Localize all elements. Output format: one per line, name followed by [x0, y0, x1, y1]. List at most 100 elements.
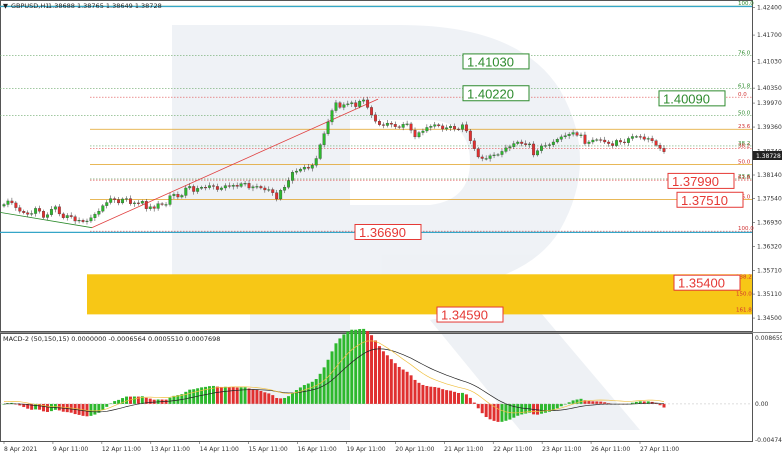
target-level-label: 1.36690 [359, 225, 406, 240]
candle [513, 144, 516, 147]
macd-bar [477, 404, 480, 408]
macd-bar [390, 359, 393, 404]
candle [220, 188, 223, 190]
time-tick-label: 26 Apr 11:00 [591, 446, 630, 453]
candle [374, 115, 377, 121]
target-level-badge: 1.40220 [463, 86, 529, 102]
candle [639, 136, 642, 137]
candle [113, 199, 116, 200]
candle [631, 136, 634, 138]
macd-bar [556, 404, 559, 408]
macd-bar [263, 392, 266, 404]
candle [449, 126, 452, 128]
fib-orange-label: 50.0 [738, 159, 751, 165]
target-level-label: 1.37990 [672, 174, 719, 189]
candle [184, 188, 187, 195]
candle [528, 144, 531, 145]
macd-bar [291, 393, 294, 404]
time-tick-label: 15 Apr 11:00 [249, 446, 288, 453]
candle [105, 203, 108, 206]
macd-bar [433, 387, 436, 404]
candle [236, 185, 239, 186]
candle [188, 186, 191, 188]
time-tick-label: 21 Apr 11:00 [444, 446, 483, 453]
candle [520, 142, 523, 144]
candle [244, 183, 247, 184]
time-tick-label: 23 Apr 11:00 [542, 446, 581, 453]
macd-bar [508, 404, 511, 420]
candle [30, 214, 33, 215]
candle [433, 125, 436, 127]
macd-bar [358, 329, 361, 404]
candle [271, 190, 274, 193]
price-tick-label: 1.35110 [757, 291, 782, 298]
time-tick-label: 16 Apr 11:00 [298, 446, 337, 453]
macd-bar [101, 404, 104, 410]
macd-bar [370, 335, 373, 404]
candle [386, 123, 389, 125]
macd-bar [465, 394, 468, 404]
candle [599, 140, 602, 141]
candle [548, 145, 551, 146]
macd-bar [378, 346, 381, 404]
candle [129, 199, 132, 204]
candle [430, 126, 433, 127]
candle [651, 138, 654, 140]
candle [323, 134, 326, 145]
candle [457, 129, 460, 130]
candle [347, 104, 350, 105]
candle [501, 151, 504, 154]
macd-bar [255, 390, 258, 404]
candle [426, 127, 429, 131]
candle [410, 124, 413, 130]
macd-bar [417, 383, 420, 404]
macd-bar [331, 351, 334, 404]
candle [422, 131, 425, 133]
candle [216, 186, 219, 189]
macd-bar [224, 387, 227, 404]
macd-bar [441, 389, 444, 404]
candle [86, 221, 89, 222]
macd-bar [149, 399, 152, 404]
target-level-label: 1.34590 [441, 308, 488, 323]
fib-green-label: 61.8 [738, 83, 751, 89]
macd-bar [334, 343, 337, 404]
macd-bar [481, 404, 484, 413]
macd-bar [382, 351, 385, 404]
candle [572, 133, 575, 135]
macd-bar [216, 387, 219, 404]
macd-bar [228, 387, 231, 404]
macd-bar [184, 392, 187, 404]
candle [343, 105, 346, 108]
candle [165, 204, 168, 205]
symbol-header: GBPUSD,H1 [11, 2, 49, 10]
macd-bar [591, 401, 594, 404]
candle [580, 135, 583, 136]
candle [256, 186, 259, 187]
macd-tick-label: 0.00 [755, 401, 769, 408]
candle [327, 122, 330, 134]
candle [303, 167, 306, 169]
candle [509, 147, 512, 148]
time-tick-label: 19 Apr 11:00 [346, 446, 385, 453]
price-tick-label: 1.40350 [757, 85, 782, 92]
target-level-label: 1.35400 [678, 276, 725, 291]
time-tick-label: 13 Apr 11:00 [151, 446, 190, 453]
macd-bar [220, 387, 223, 404]
macd-bar [386, 355, 389, 404]
candle [149, 207, 152, 209]
macd-tick-label: -0.004740 [755, 437, 782, 444]
macd-bar [319, 374, 322, 404]
candle [663, 148, 666, 152]
chart-menu-arrow[interactable]: ▼ [3, 2, 8, 10]
time-tick-label: 20 Apr 11:00 [395, 446, 434, 453]
candle [544, 146, 547, 147]
target-level-badge: 1.37990 [668, 173, 734, 189]
macd-bar [485, 404, 488, 417]
macd-bar [307, 384, 310, 404]
macd-bar [275, 398, 278, 404]
candle [366, 100, 369, 107]
macd-bar [663, 404, 666, 408]
candle [283, 187, 286, 190]
target-level-badge: 1.34590 [437, 307, 503, 323]
